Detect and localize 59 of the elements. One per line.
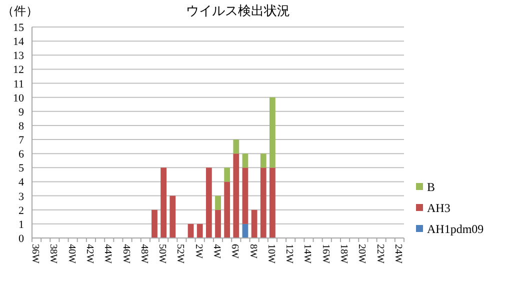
x-tick-label: 22W [374, 244, 386, 264]
bar [251, 210, 258, 238]
bar [215, 210, 221, 238]
y-tick-label: 4 [18, 176, 24, 189]
bar [233, 140, 240, 154]
bar [160, 168, 167, 238]
bar [170, 196, 176, 238]
y-tick-label: 15 [13, 22, 24, 34]
y-tick-label: 11 [13, 78, 24, 90]
x-tick-label: 8W [247, 244, 258, 259]
bar [269, 97, 276, 168]
x-tick-label: 2W [192, 244, 204, 259]
bar [224, 168, 230, 182]
y-tick-label: 8 [18, 120, 24, 132]
x-tick-label: 12W [284, 244, 295, 264]
x-tick-label: 20W [356, 244, 368, 264]
bar [206, 168, 212, 238]
y-tick-label: 14 [13, 36, 24, 48]
x-tick-label: 24W [392, 244, 404, 264]
y-tick-label: 9 [18, 106, 24, 118]
bar [215, 196, 221, 210]
bar [224, 182, 230, 238]
x-tick-label: 48W [138, 244, 150, 264]
y-tick-label: 7 [18, 134, 24, 147]
x-tick-label: 42W [84, 244, 95, 264]
bar [260, 168, 266, 238]
x-tick-label: 52W [174, 244, 186, 264]
x-tick-label: 10W [265, 244, 276, 264]
legend-label: B [427, 180, 436, 194]
x-tick-label: 50W [156, 244, 168, 264]
bar [152, 210, 158, 238]
x-tick-label: 14W [302, 244, 313, 264]
legend-label: AH1pdm09 [427, 222, 484, 236]
bar [269, 168, 276, 238]
y-tick-label: 5 [18, 162, 24, 175]
x-tick-label: 46W [120, 244, 132, 264]
x-tick-label: 16W [320, 244, 331, 264]
legend-label: AH3 [427, 201, 450, 215]
x-tick-label: 38W [48, 244, 59, 264]
bar [196, 224, 203, 238]
chart-title: ウイルス検出状況 [186, 4, 290, 19]
y-tick-label: 10 [13, 92, 24, 104]
x-tick-label: 18W [338, 244, 350, 264]
y-axis-title: （件） [2, 4, 38, 18]
x-tick-label: 4W [211, 244, 222, 259]
y-tick-label: 12 [13, 64, 24, 76]
x-tick-label: 6W [229, 244, 240, 259]
bar [242, 154, 248, 168]
y-tick-label: 2 [18, 204, 24, 217]
y-tick-label: 0 [18, 233, 24, 245]
y-tick-label: 13 [13, 50, 24, 62]
y-tick-label: 6 [18, 148, 24, 161]
x-tick-label: 44W [102, 244, 114, 264]
x-tick-label: 40W [66, 244, 77, 264]
bar [260, 154, 266, 168]
y-tick-label: 1 [18, 218, 24, 231]
y-tick-label: 3 [18, 190, 24, 203]
x-tick-label: 36W [30, 244, 41, 264]
bar [233, 154, 240, 238]
